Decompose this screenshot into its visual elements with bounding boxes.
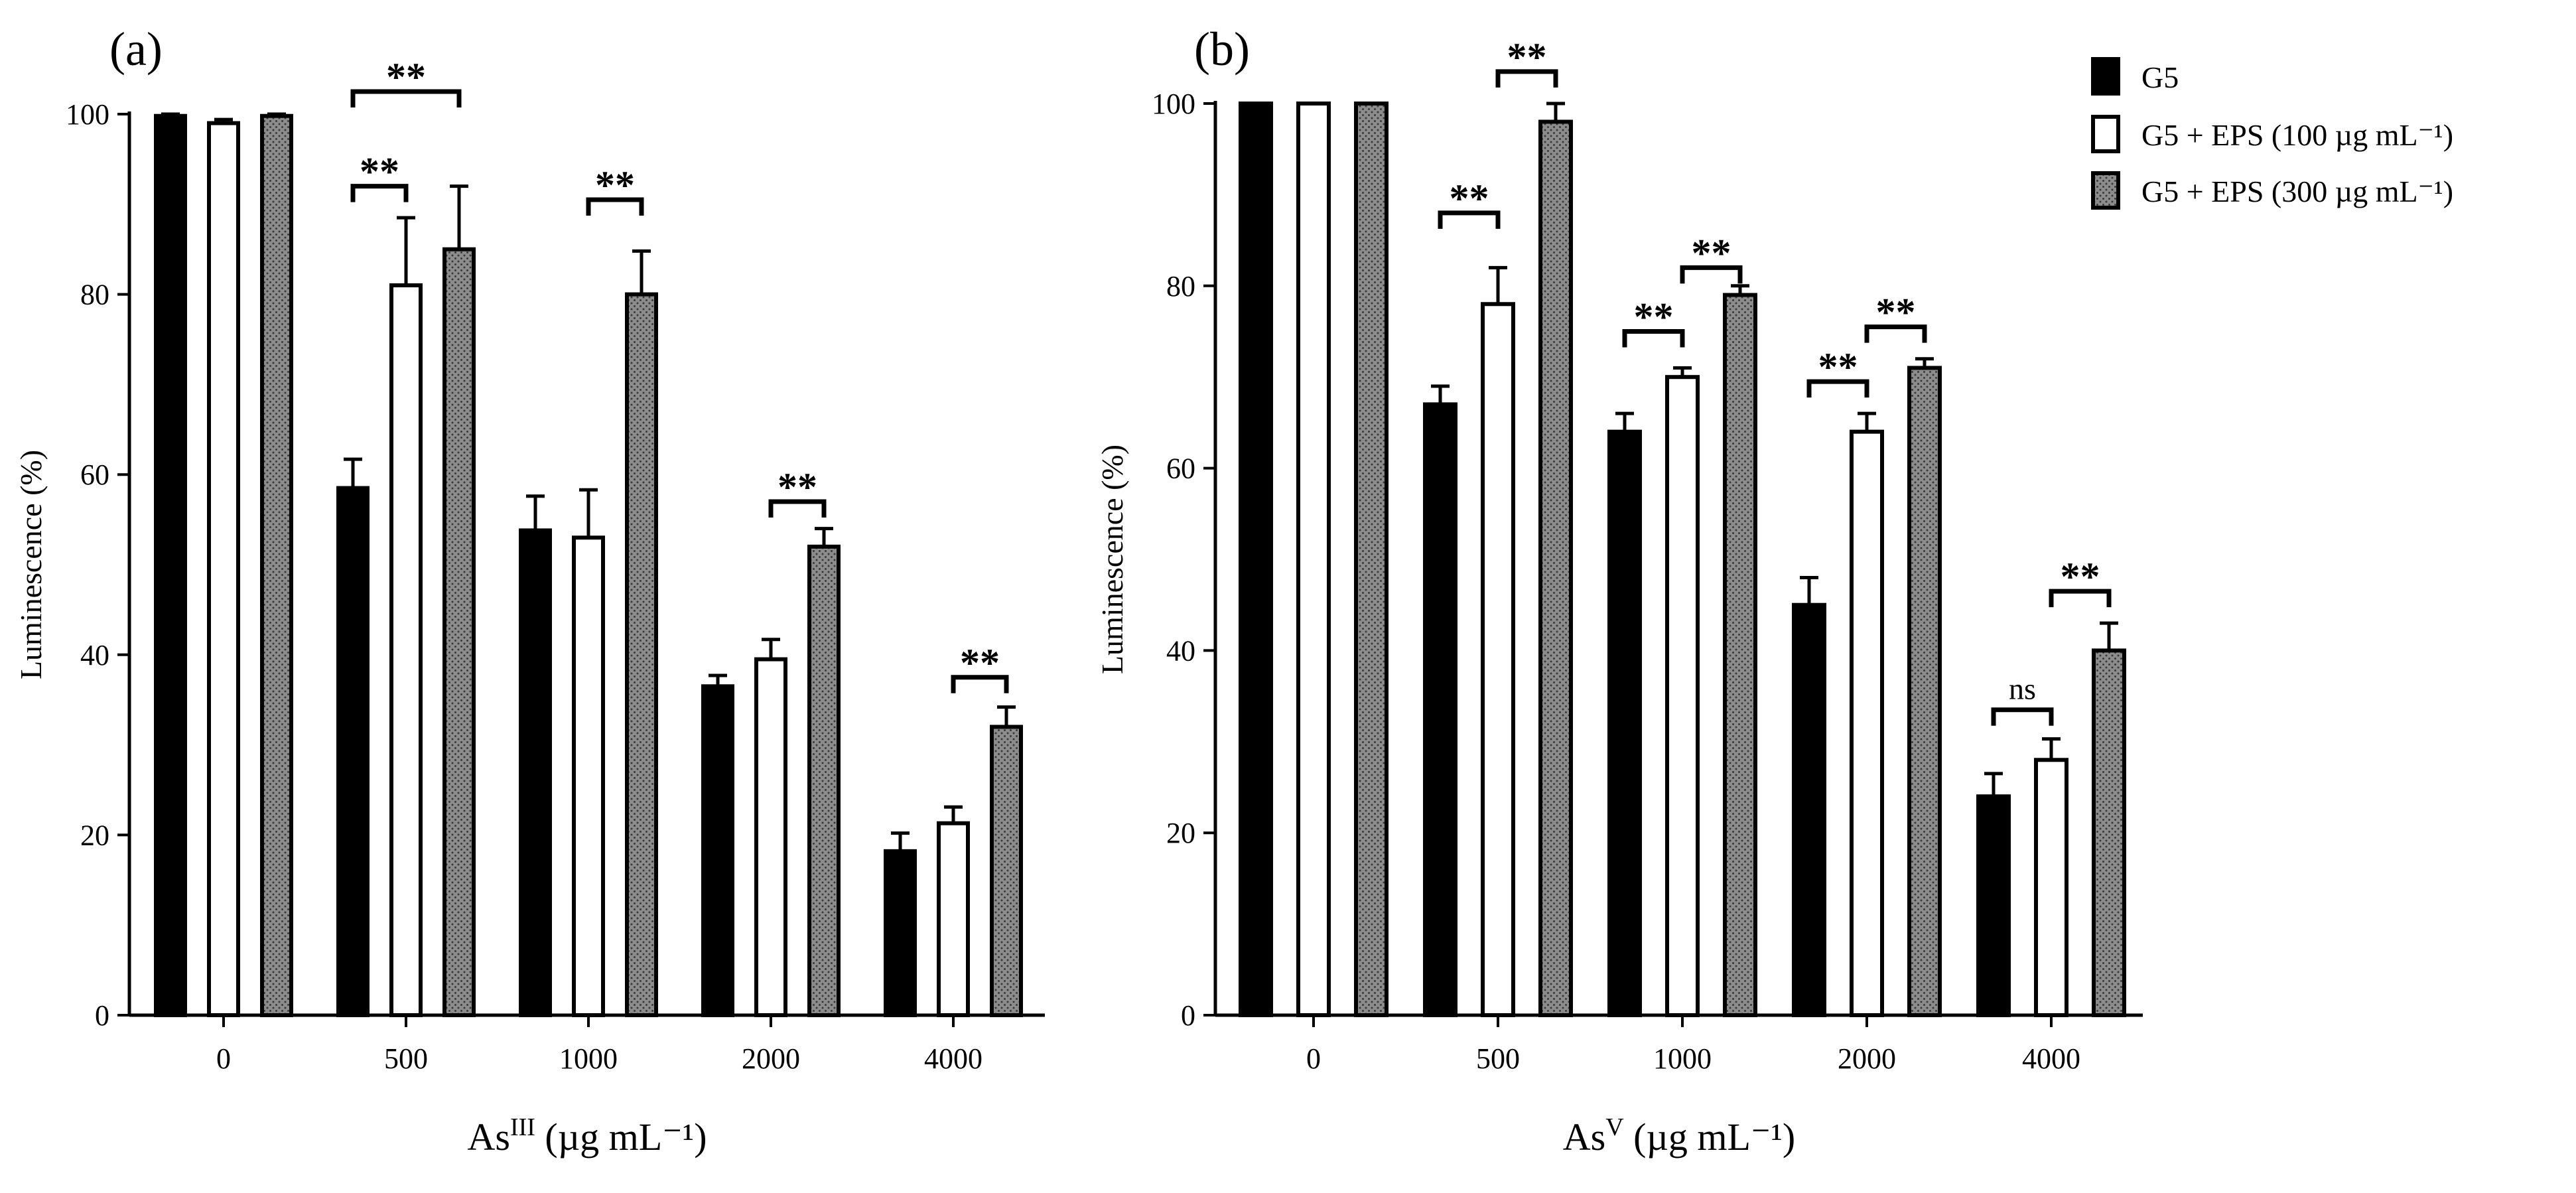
- panel-a-significance-bracket: [768, 499, 827, 518]
- panel-a-y-tick-label: 60: [80, 458, 109, 491]
- panel-b-x-tick-label: 0: [1306, 1042, 1321, 1075]
- panel-b-significance-label: **: [1818, 345, 1858, 389]
- panel-b-y-tick-label: 40: [1166, 634, 1195, 667]
- panel-a-bar: [207, 121, 240, 1018]
- panel-a-x-axis-label: AsIII (µg mL⁻¹): [467, 1113, 707, 1158]
- legend: G5 G5 + EPS (100 µg mL⁻¹) G5 + EPS (300 µg…: [2091, 57, 2453, 210]
- panel-b-label: (b): [1194, 23, 1250, 76]
- panel-b-y-tick-label: 60: [1166, 453, 1195, 485]
- panel-a-bar: [884, 849, 917, 1017]
- panel-a-y-tick-label: 20: [80, 819, 109, 851]
- panel-a-x-tick-label: 2000: [742, 1042, 800, 1075]
- panel-a-x-tick-label: 0: [216, 1042, 231, 1075]
- panel-b-significance-label: **: [1507, 35, 1547, 79]
- panel-b-significance-bracket: [1495, 69, 1558, 88]
- panel-a-bar: [260, 113, 293, 1018]
- panel-a-bar: [990, 725, 1023, 1017]
- panel-a-significance-label: **: [778, 465, 817, 509]
- legend-swatch: [2091, 171, 2120, 210]
- panel-b-x-tick-label: 4000: [2022, 1042, 2080, 1075]
- panel-b-significance-label: **: [1876, 291, 1916, 334]
- panel-b-y-tick-label: 100: [1152, 88, 1195, 120]
- panel-b-bar: [1296, 102, 1331, 1017]
- panel-b-bar: [1481, 302, 1515, 1017]
- panel-a-bar: [754, 657, 787, 1017]
- panel-a-bar: [519, 528, 552, 1017]
- panel-a-y-axis-label: Luminescence (%): [14, 450, 48, 679]
- panel-b-bar: [1423, 402, 1457, 1017]
- panel-b-y-axis-label: Luminescence (%): [1095, 445, 1129, 674]
- panel-b-bar: [1907, 366, 1942, 1017]
- panel-a-x-tick-label: 4000: [924, 1042, 983, 1075]
- panel-b-significance-bracket: [1991, 707, 2054, 726]
- panel-b-bar: [1354, 102, 1389, 1017]
- panel-a-y-tick-label: 100: [66, 98, 109, 131]
- panel-b-x-tick-label: 1000: [1653, 1042, 1712, 1075]
- panel-b-bar: [1239, 102, 1273, 1017]
- panel-a-y-tick-label: 40: [80, 639, 109, 671]
- panel-b-y-tick-label: 20: [1166, 817, 1195, 849]
- panel-a-significance-label: **: [960, 641, 1000, 685]
- legend-label: G5 + EPS (300 µg mL⁻¹): [2141, 175, 2453, 208]
- panel-b-bar: [1976, 794, 2011, 1017]
- panel-b-y-tick-label: 80: [1166, 270, 1195, 303]
- panel-a-bar: [701, 684, 734, 1017]
- panel-a-bar: [807, 544, 841, 1017]
- panel-b-y-tick-label: 0: [1181, 999, 1195, 1032]
- panel-b-significance-bracket: [1622, 329, 1685, 348]
- panel-b-significance-label: ns: [2009, 672, 2036, 706]
- legend-label: G5: [2141, 60, 2179, 94]
- panel-a-bar: [625, 292, 658, 1018]
- panel-a-significance-bracket: [350, 89, 462, 108]
- panel-a-significance-bracket: [951, 675, 1009, 693]
- panel-b-bar: [1792, 602, 1826, 1017]
- panel-b-bar: [1538, 119, 1573, 1018]
- panel-a-significance-bracket: [586, 197, 644, 216]
- legend-swatch: [2091, 57, 2120, 96]
- panel-b-bar: [2034, 758, 2068, 1018]
- panel-a-bar: [389, 283, 423, 1017]
- panel-b-significance-label: **: [2061, 555, 2100, 598]
- panel-a-bar: [154, 113, 187, 1018]
- panel-b-x-axis-label: AsV (µg mL⁻¹): [1563, 1113, 1796, 1158]
- panel-a-x-tick-label: 500: [384, 1042, 428, 1075]
- panel-b-bar: [1723, 293, 1757, 1017]
- panel-b-significance-label: **: [1692, 231, 1731, 275]
- panel-b-bar: [2092, 648, 2126, 1017]
- panel-b-bar: [1665, 375, 1700, 1017]
- panel-a-label: (a): [109, 23, 163, 76]
- panel-a-bar: [937, 821, 970, 1017]
- panel-a-significance-label: **: [386, 55, 426, 99]
- panel-a-y-tick-label: 0: [95, 999, 109, 1032]
- panel-a-bar: [336, 486, 370, 1017]
- panel-b-significance-bracket: [1806, 379, 1869, 398]
- panel-a-bar: [572, 535, 605, 1017]
- panel-a-significance-bracket: [350, 184, 409, 202]
- panel-a-x-tick-label: 1000: [559, 1042, 618, 1075]
- panel-a-significance-label: **: [595, 163, 635, 207]
- panel-a-significance-label: **: [360, 150, 399, 194]
- panel-b-bar: [1850, 429, 1884, 1017]
- panel-b-x-tick-label: 2000: [1838, 1042, 1896, 1075]
- legend-swatch: [2091, 115, 2120, 153]
- panel-a-y-tick-label: 80: [80, 279, 109, 311]
- panel-b-significance-label: **: [1450, 176, 1489, 220]
- panel-b-bar: [1607, 429, 1642, 1017]
- panel-b-significance-label: **: [1634, 295, 1674, 339]
- panel-b-significance-bracket: [1438, 210, 1501, 229]
- panel-b-significance-bracket: [1680, 265, 1743, 284]
- panel-b-significance-bracket: [2049, 589, 2112, 608]
- panel-b-x-tick-label: 500: [1476, 1042, 1520, 1075]
- panel-a-bar: [442, 247, 476, 1018]
- legend-label: G5 + EPS (100 µg mL⁻¹): [2141, 118, 2453, 152]
- panel-b-significance-bracket: [1864, 324, 1927, 343]
